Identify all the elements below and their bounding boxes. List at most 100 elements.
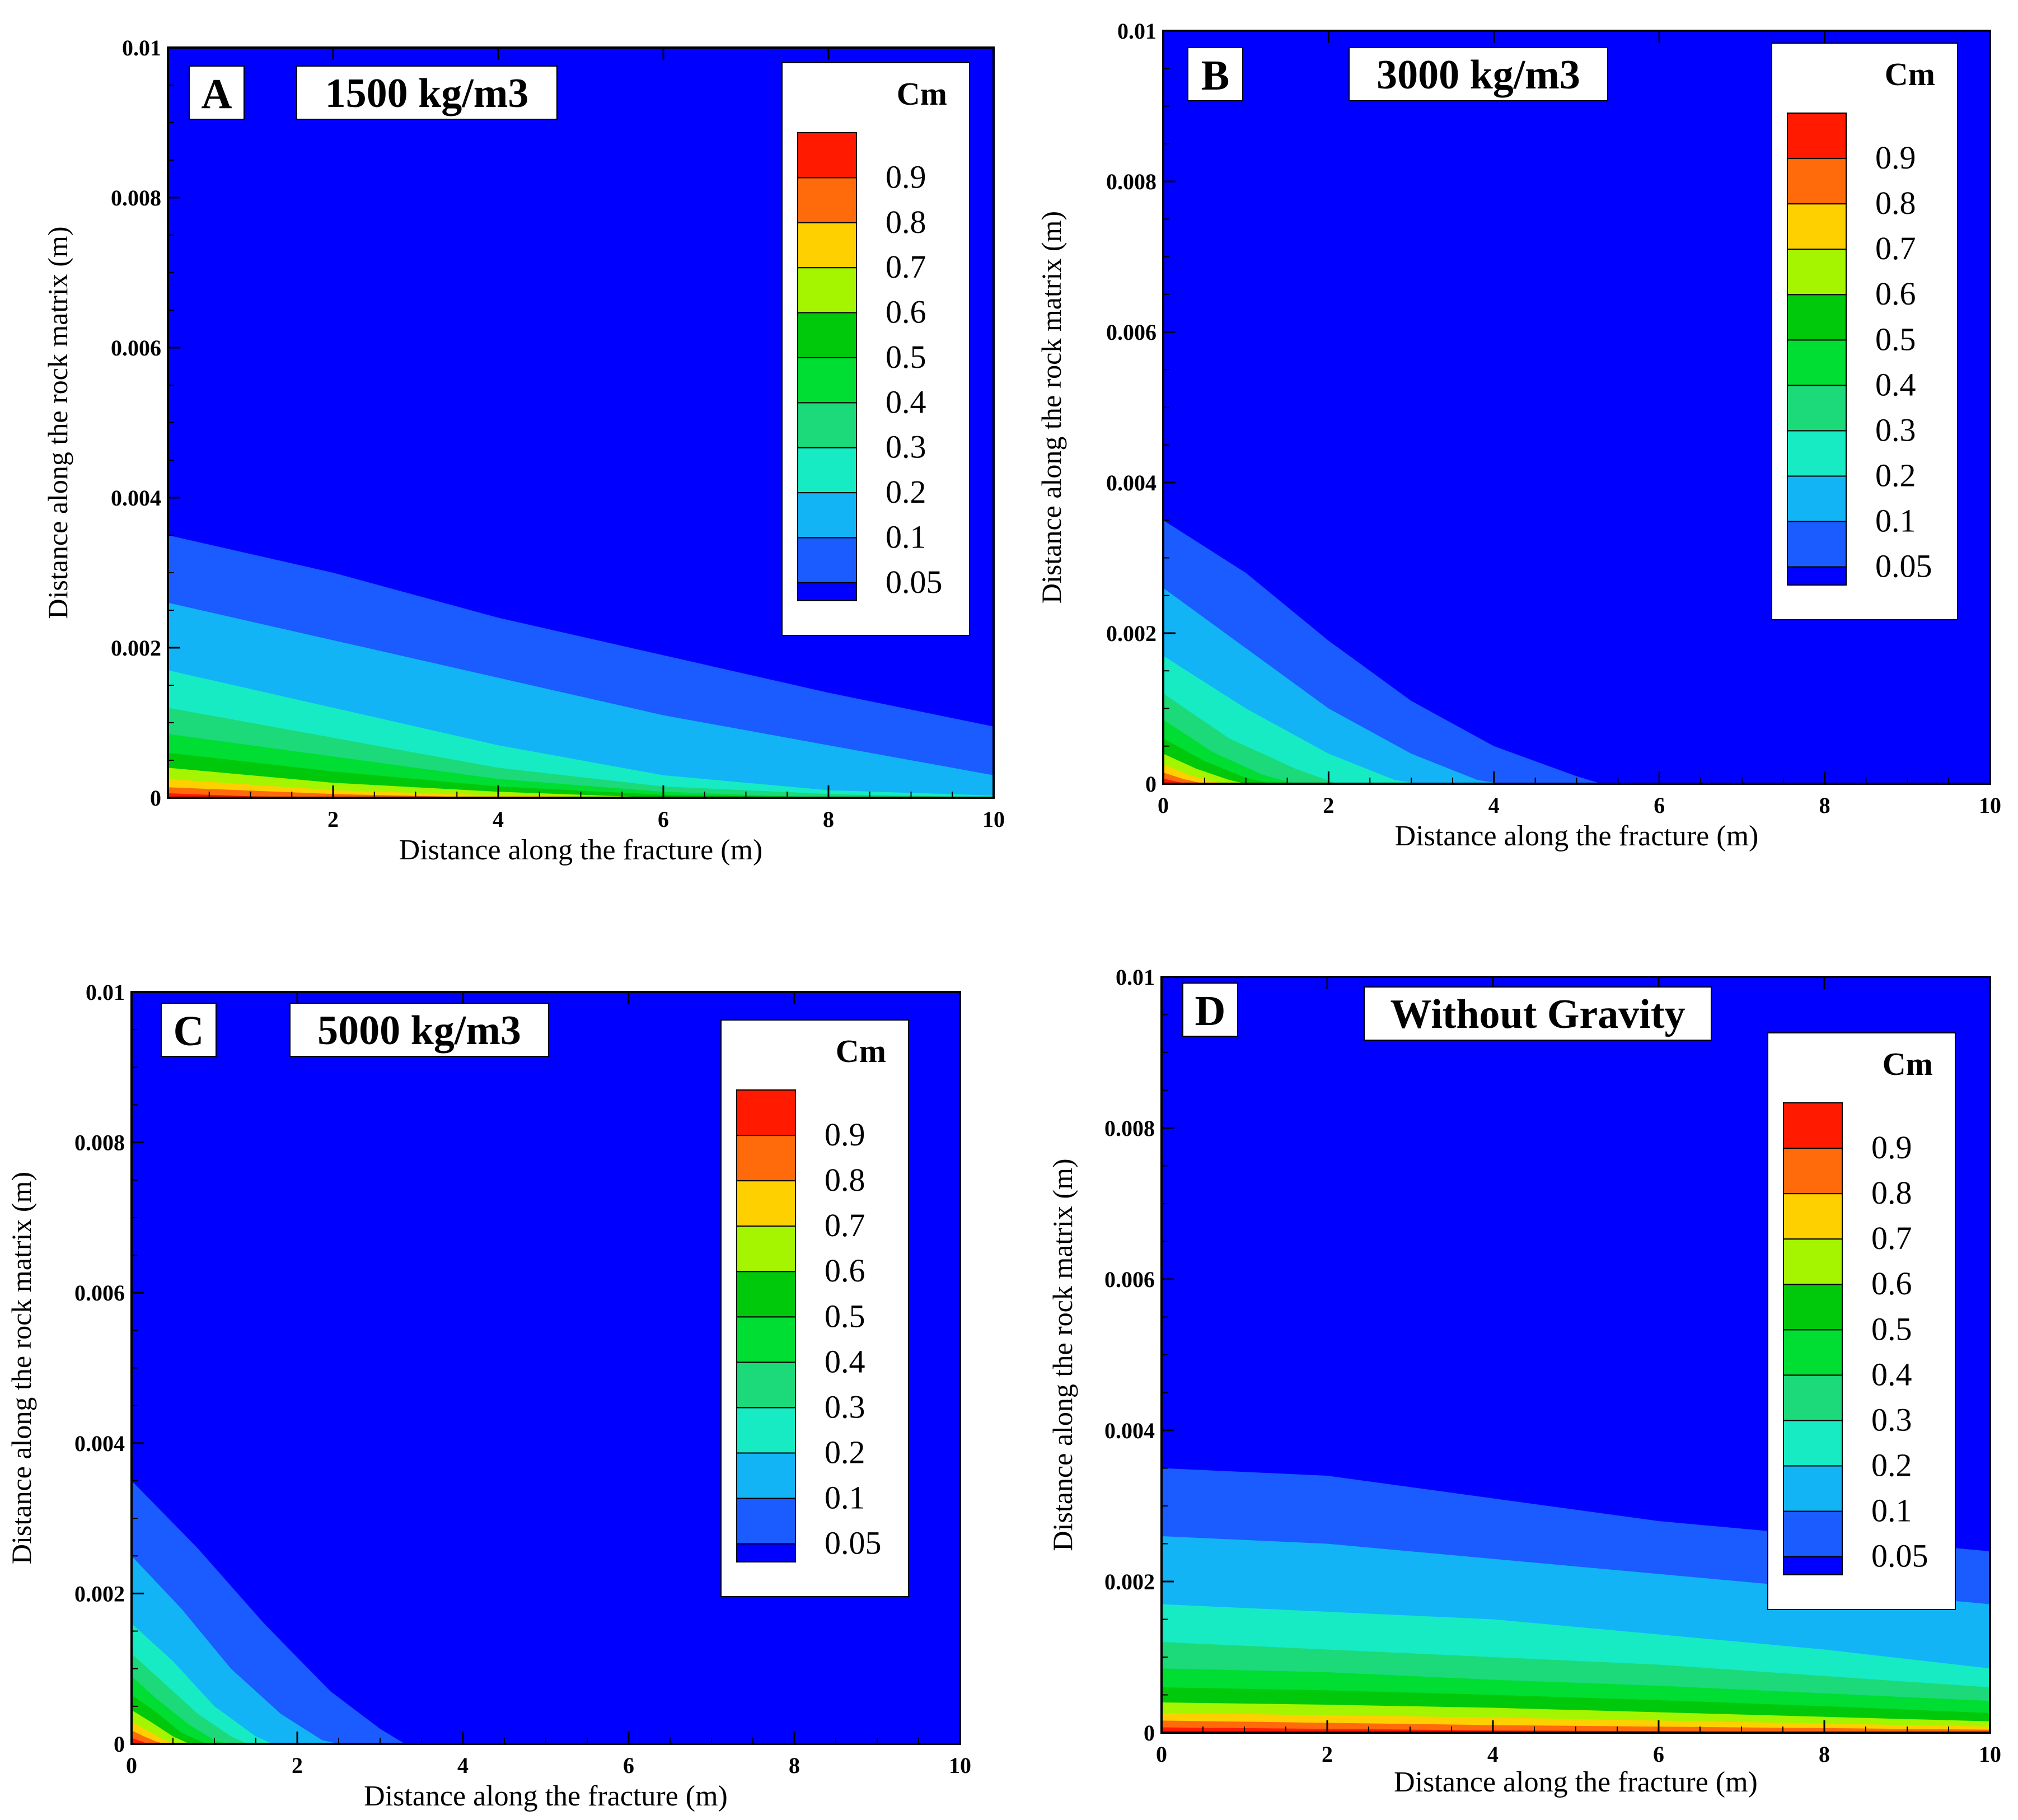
y-tick-label: 0.006	[1106, 320, 1157, 345]
legend-label: 0.2	[825, 1434, 865, 1470]
y-tick-label: 0.002	[111, 635, 161, 661]
x-tick-label: 8	[789, 1753, 800, 1778]
contour-band-0-8	[1163, 772, 1205, 784]
contour-fills	[168, 535, 994, 798]
x-axis: 0 2 4 6 8 10	[1158, 31, 2001, 818]
legend-swatch	[1783, 1420, 1843, 1467]
legend-swatch	[1783, 1329, 1843, 1376]
case-label-box	[1349, 47, 1608, 101]
x-tick-label: 4	[457, 1753, 469, 1778]
legend-label: 0.9	[1871, 1129, 1912, 1166]
case-label-box	[1364, 986, 1712, 1041]
contour-band-0-6	[168, 768, 994, 798]
case-label-box	[296, 65, 558, 120]
x-tick-label: 10	[1979, 793, 2001, 818]
x-axis: 2 4 6 8 10	[167, 48, 1005, 832]
panel-letter-box	[189, 65, 245, 120]
legend-label: 0.3	[1875, 411, 1916, 448]
legend-swatch	[1783, 1374, 1843, 1421]
chart-panel-d: 0 2 4 6 8 10 0 0.002 0.004 0.006 0.008 0.01 Distance…	[1047, 965, 2001, 1798]
y-tick-label: 0.002	[74, 1581, 125, 1606]
legend-label: 0.8	[825, 1162, 865, 1198]
legend-swatch	[1783, 1102, 1843, 1149]
y-axis: 0 0.002 0.004 0.006 0.008 0.01	[1106, 18, 1176, 797]
x-tick-label: 0	[126, 1753, 137, 1778]
legend-label: 0.4	[886, 383, 926, 420]
contour-band-0-9	[1163, 778, 1188, 784]
legend-label: 0.6	[1871, 1265, 1912, 1302]
contour-band-0-9	[132, 1738, 148, 1744]
legend-label: 0.1	[825, 1480, 865, 1516]
y-tick-label: 0.008	[1106, 169, 1157, 194]
legend-swatch	[797, 492, 857, 539]
legend-swatch	[736, 1225, 796, 1272]
legend-label: 0.2	[1875, 457, 1916, 493]
legend-label: 0.8	[1875, 185, 1916, 221]
legend-swatch	[1783, 1193, 1843, 1240]
y-axis-label: Distance along the rock matrix (m)	[1047, 1158, 1078, 1551]
x-tick-label: 10	[949, 1753, 971, 1778]
y-tick-label: 0.002	[1104, 1569, 1155, 1594]
panel-letter-box	[1187, 47, 1243, 101]
case-label: Without Gravity	[1390, 991, 1685, 1037]
x-tick-label: 4	[1487, 1742, 1499, 1767]
legend: Cm 0.05 0.1 0.2 0.3 0.4 0.5 0.6 0.7 0.8 0.9	[781, 62, 970, 636]
legend-swatch	[1787, 339, 1847, 386]
y-tick-label: 0.008	[74, 1130, 125, 1155]
chart-panel-c: 0 2 4 6 8 10 0 0.002 0.004 0.006 0.008 0.01 Distance…	[6, 980, 971, 1812]
legend-swatch	[1787, 158, 1847, 205]
y-tick-label: 0.008	[1104, 1116, 1155, 1141]
y-axis-label: Distance along the rock matrix (m)	[42, 226, 73, 619]
x-tick-label: 0	[1158, 793, 1169, 818]
legend-label: 0.6	[825, 1252, 865, 1289]
y-tick-label: 0	[1145, 771, 1157, 797]
legend-swatch	[1787, 475, 1847, 522]
legend-label: 0.4	[1871, 1356, 1912, 1392]
legend-label: 0.1	[1875, 503, 1916, 539]
legend-label: 0.05	[1875, 548, 1932, 584]
y-axis: 0 0.002 0.004 0.006 0.008 0.01	[111, 35, 180, 811]
legend-label: 0.05	[886, 564, 943, 600]
legend-swatch	[1787, 249, 1847, 296]
legend-swatch	[736, 1452, 796, 1499]
legend: Cm 0.05 0.1 0.2 0.3 0.4 0.5 0.6 0.7 0.8 0.9	[720, 1019, 909, 1597]
y-axis-label: Distance along the rock matrix (m)	[1036, 211, 1067, 603]
legend-swatch	[797, 537, 857, 583]
contour-fills	[132, 1480, 405, 1744]
contour-band-0-8	[132, 1730, 165, 1744]
legend-label: 0.5	[1875, 321, 1916, 357]
legend-label: 0.1	[1871, 1493, 1912, 1529]
legend-label: 0.7	[825, 1207, 865, 1243]
panel-letter: A	[202, 71, 232, 118]
legend-label: 0.5	[1871, 1311, 1912, 1347]
legend-swatch	[736, 1498, 796, 1545]
y-axis-label: Distance along the rock matrix (m)	[6, 1172, 37, 1564]
legend: Cm 0.05 0.1 0.2 0.3 0.4 0.5 0.6 0.7 0.8 0.9	[1767, 1032, 1956, 1610]
legend-swatch	[797, 222, 857, 269]
x-tick-label: 8	[1819, 1742, 1830, 1767]
legend-swatch	[1787, 113, 1847, 160]
x-axis: 0 2 4 6 8 10	[126, 992, 971, 1778]
legend-swatch	[736, 1271, 796, 1318]
x-axis: 0 2 4 6 8 10	[1156, 977, 2001, 1767]
legend-label: 0.1	[886, 518, 926, 555]
legend-label: 0.3	[825, 1388, 865, 1425]
y-axis: 0 0.002 0.004 0.006 0.008 0.01	[74, 980, 144, 1757]
legend-swatch	[1783, 1465, 1843, 1512]
legend-swatch	[736, 1407, 796, 1454]
x-tick-label: 8	[1819, 793, 1830, 818]
legend-label: 0.5	[886, 339, 926, 375]
legend-label: 0.5	[825, 1298, 865, 1334]
y-tick-label: 0.004	[1104, 1418, 1155, 1443]
legend-label: 0.4	[825, 1343, 865, 1379]
legend-label: 0.05	[825, 1525, 882, 1561]
x-tick-label: 4	[493, 807, 504, 832]
legend-swatch	[797, 267, 857, 314]
legend-label: 0.2	[1871, 1447, 1912, 1483]
x-tick-label: 0	[1156, 1742, 1167, 1767]
chart-panel-b: 0 2 4 6 8 10 0 0.002 0.004 0.006 0.008 0.01 Distance…	[1036, 18, 2001, 852]
y-tick-label: 0.004	[111, 485, 161, 511]
legend-swatch	[797, 357, 857, 404]
legend-swatch	[797, 177, 857, 223]
